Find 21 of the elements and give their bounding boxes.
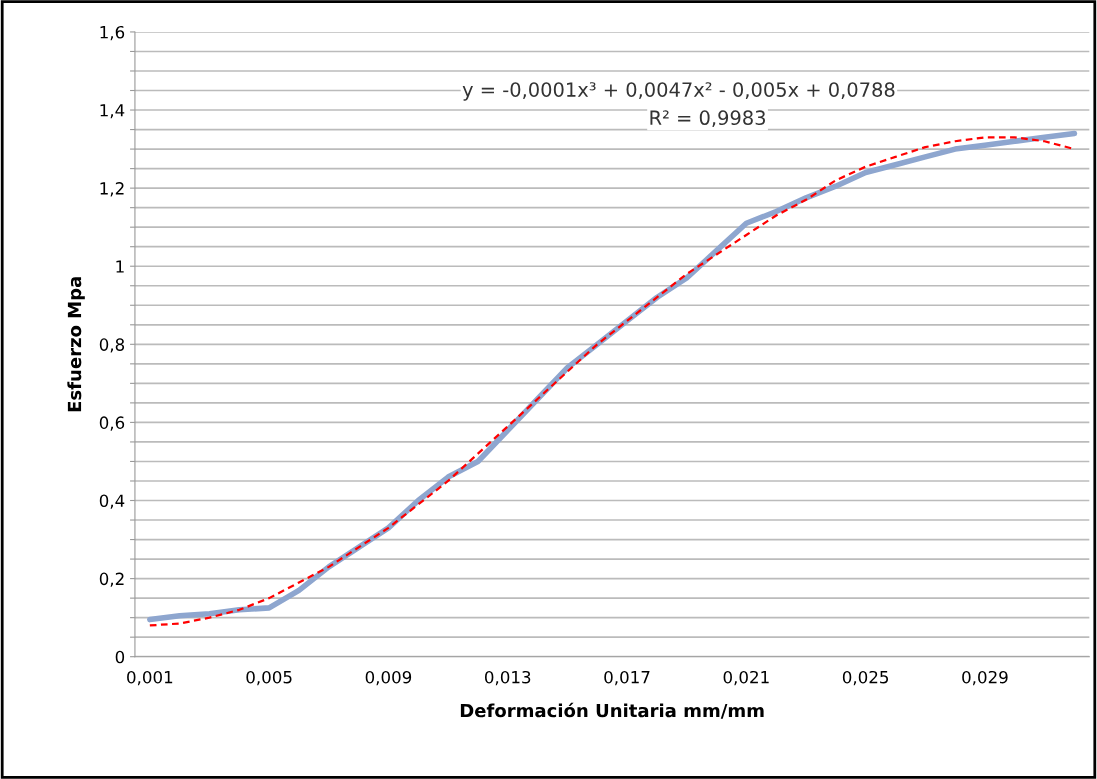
x-tick-label: 0,017 — [604, 670, 650, 686]
x-tick-label: 0,029 — [962, 670, 1008, 686]
x-tick-label: 0,013 — [484, 670, 531, 686]
y-tick-label: 1,6 — [100, 25, 125, 41]
x-axis-title: Deformación Unitaria mm/mm — [460, 702, 764, 719]
x-tick-label: 0,001 — [127, 670, 173, 686]
x-tick-label: 0,005 — [246, 670, 292, 686]
x-tick-label: 0,021 — [723, 670, 769, 686]
x-tick-label: 0,009 — [365, 670, 412, 686]
y-tick-label: 0,2 — [99, 572, 124, 587]
annotation: y = -0,0001x³ + 0,0047x² - 0,005x + 0,0788 — [462, 82, 895, 101]
x-tick-label: 0,025 — [842, 670, 889, 686]
annotation: R² = 0,9983 — [650, 110, 765, 128]
y-tick-label: 1,4 — [100, 104, 125, 119]
y-axis-title: Esfuerzo Mpa — [67, 277, 85, 412]
y-tick-label: 0,8 — [99, 338, 125, 353]
y-tick-label: 0 — [115, 650, 125, 664]
y-tick-label: 1,2 — [100, 182, 124, 197]
y-tick-label: 1 — [116, 260, 124, 273]
y-tick-label: 0,6 — [99, 416, 125, 431]
y-tick-label: 0,4 — [99, 494, 125, 509]
